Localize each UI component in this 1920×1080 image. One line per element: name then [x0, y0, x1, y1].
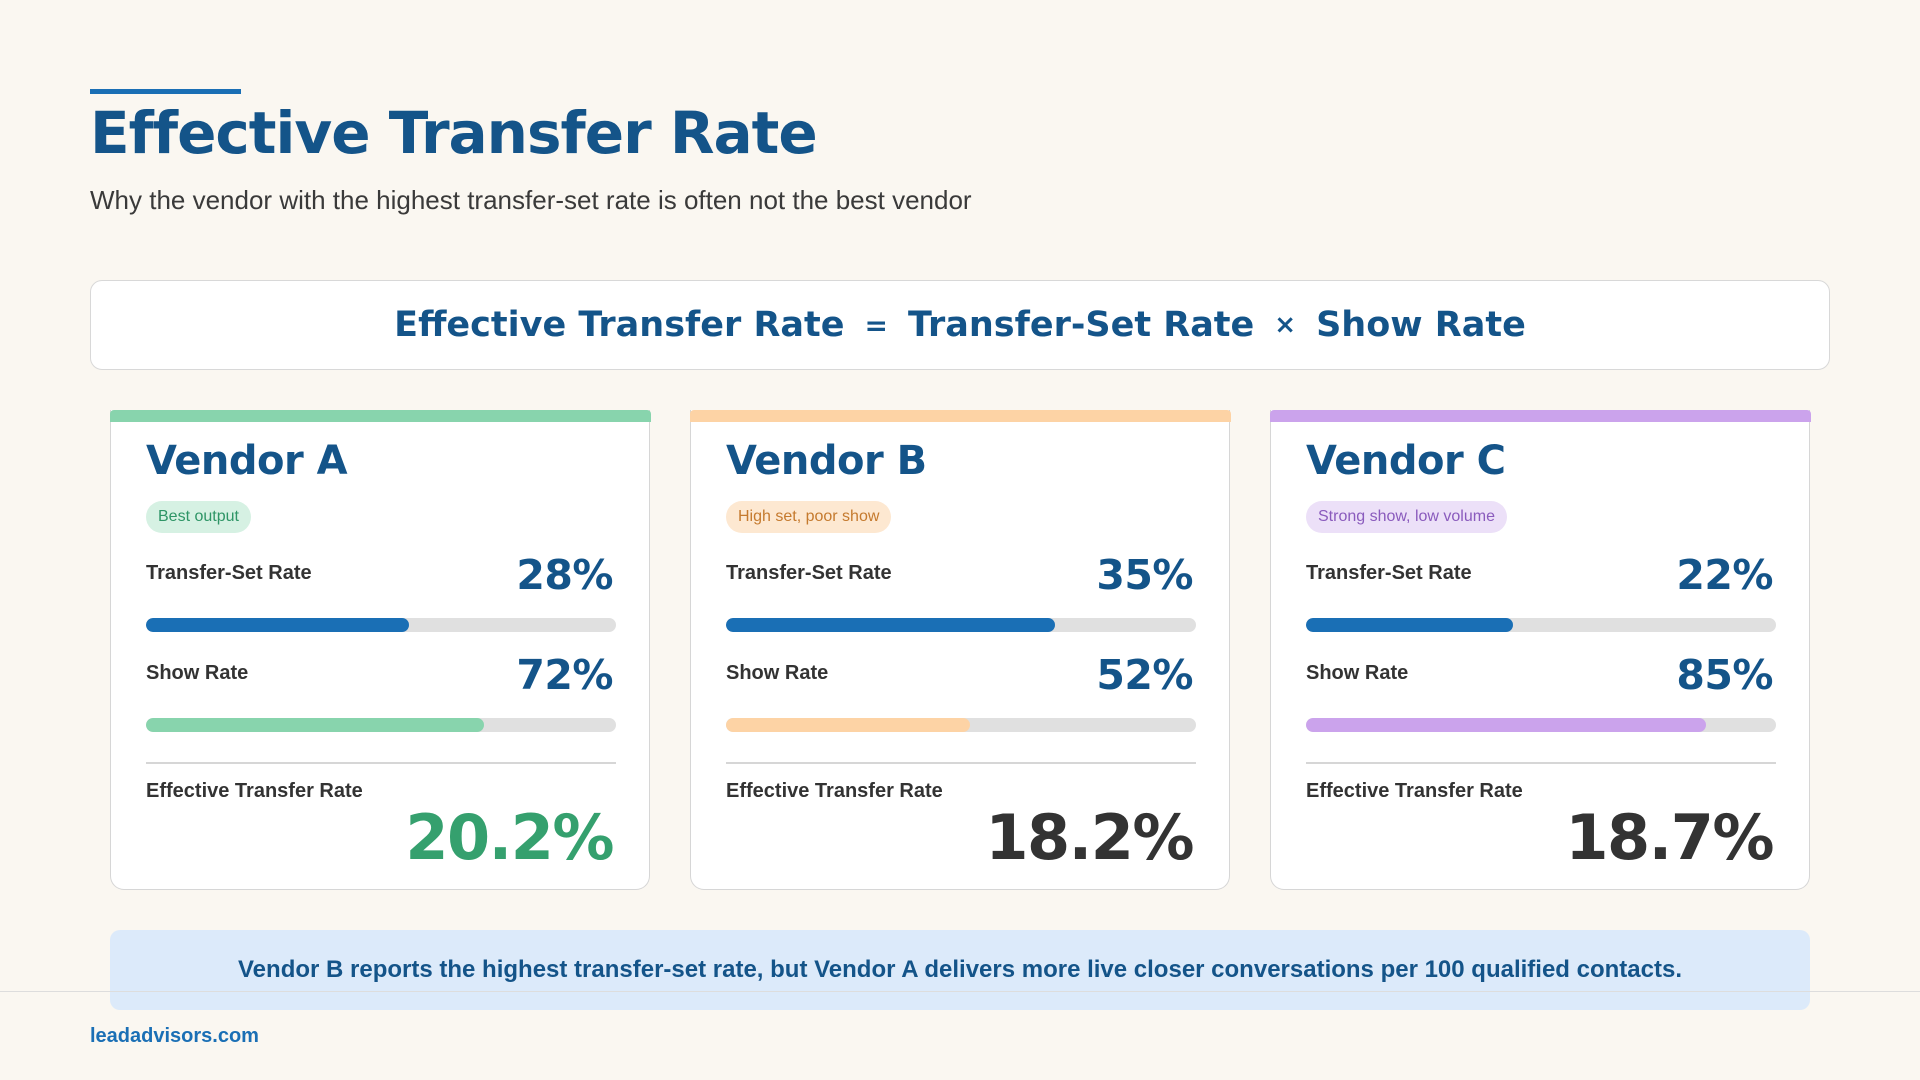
vendor-badge: Strong show, low volume [1306, 501, 1507, 533]
show-rate-track [146, 718, 616, 732]
insight-note: Vendor B reports the highest transfer-se… [110, 930, 1810, 1010]
transfer-set-track [146, 618, 616, 632]
insight-note-text: Vendor B reports the highest transfer-se… [238, 956, 1682, 983]
transfer-set-label: Transfer-Set Rate [146, 562, 312, 584]
card-divider [146, 762, 616, 764]
show-rate-label: Show Rate [726, 662, 829, 684]
transfer-set-bar-fill [1306, 618, 1513, 632]
transfer-set-bar-fill [726, 618, 1055, 632]
show-rate-value: 85% [1676, 651, 1773, 699]
page-title: Effective Transfer Rate [90, 99, 818, 167]
vendor-card-a: Vendor A Best output Transfer-Set Rate 2… [109, 410, 651, 890]
effective-rate-value: 20.2% [405, 801, 614, 874]
show-rate-value: 52% [1096, 651, 1193, 699]
show-rate-bar-fill [146, 718, 485, 732]
formula-times: × [1274, 310, 1297, 340]
vendor-name: Vendor A [146, 438, 348, 484]
vendor-card-b: Vendor B High set, poor show Transfer-Se… [689, 410, 1231, 890]
show-rate-label: Show Rate [1306, 662, 1409, 684]
effective-rate-value: 18.7% [1565, 801, 1774, 874]
footer-url-link[interactable]: leadadvisors.com [90, 1025, 259, 1047]
transfer-set-value: 22% [1676, 551, 1773, 599]
vendor-card-accent-bar [689, 410, 1231, 422]
effective-rate-value: 18.2% [985, 801, 1194, 874]
effective-rate-label: Effective Transfer Rate [1306, 780, 1523, 802]
transfer-set-label: Transfer-Set Rate [1306, 562, 1472, 584]
show-rate-value: 72% [516, 651, 613, 699]
card-divider [726, 762, 1196, 764]
vendor-card-accent-bar [1269, 410, 1811, 422]
formula-term-show: Show Rate [1316, 305, 1526, 345]
show-rate-track [1306, 718, 1776, 732]
show-rate-label: Show Rate [146, 662, 249, 684]
footer-divider [0, 991, 1920, 992]
transfer-set-track [1306, 618, 1776, 632]
transfer-set-label: Transfer-Set Rate [726, 562, 892, 584]
transfer-set-value: 35% [1096, 551, 1193, 599]
page-subtitle: Why the vendor with the highest transfer… [90, 185, 972, 215]
vendor-card-accent-bar [109, 410, 651, 422]
vendor-badge: High set, poor show [726, 501, 892, 533]
formula-box: Effective Transfer Rate = Transfer-Set R… [90, 280, 1830, 370]
vendor-name: Vendor B [726, 438, 927, 484]
title-accent-line [90, 89, 241, 94]
transfer-set-bar-fill [146, 618, 410, 632]
formula-equals: = [864, 308, 888, 342]
formula-term-transfer-set: Transfer-Set Rate [907, 305, 1255, 345]
formula-result: Effective Transfer Rate [394, 305, 845, 345]
vendor-badge: Best output [146, 501, 251, 533]
vendor-name: Vendor C [1306, 438, 1506, 484]
effective-rate-label: Effective Transfer Rate [726, 780, 943, 802]
vendor-card-c: Vendor C Strong show, low volume Transfe… [1269, 410, 1811, 890]
show-rate-track [726, 718, 1196, 732]
show-rate-bar-fill [726, 718, 971, 732]
show-rate-bar-fill [1306, 718, 1706, 732]
effective-rate-label: Effective Transfer Rate [146, 780, 363, 802]
transfer-set-value: 28% [516, 551, 613, 599]
transfer-set-track [726, 618, 1196, 632]
card-divider [1306, 762, 1776, 764]
